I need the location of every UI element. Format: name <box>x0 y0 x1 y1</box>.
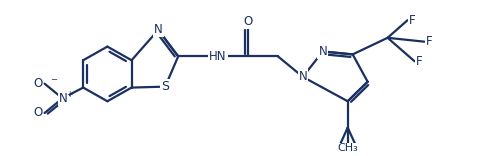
Text: HN: HN <box>209 50 227 63</box>
Text: F: F <box>415 55 421 68</box>
Text: N: N <box>318 45 327 58</box>
Text: N: N <box>153 24 162 37</box>
Text: F: F <box>424 35 431 48</box>
Text: F: F <box>408 14 414 27</box>
Text: CH₃: CH₃ <box>337 143 357 153</box>
Text: O: O <box>33 77 43 90</box>
Text: O: O <box>243 15 252 28</box>
Text: −: − <box>50 75 58 84</box>
Text: N: N <box>59 92 68 105</box>
Text: N: N <box>298 70 306 83</box>
Text: O: O <box>33 107 43 119</box>
Text: +: + <box>66 90 73 99</box>
Text: S: S <box>161 80 169 93</box>
